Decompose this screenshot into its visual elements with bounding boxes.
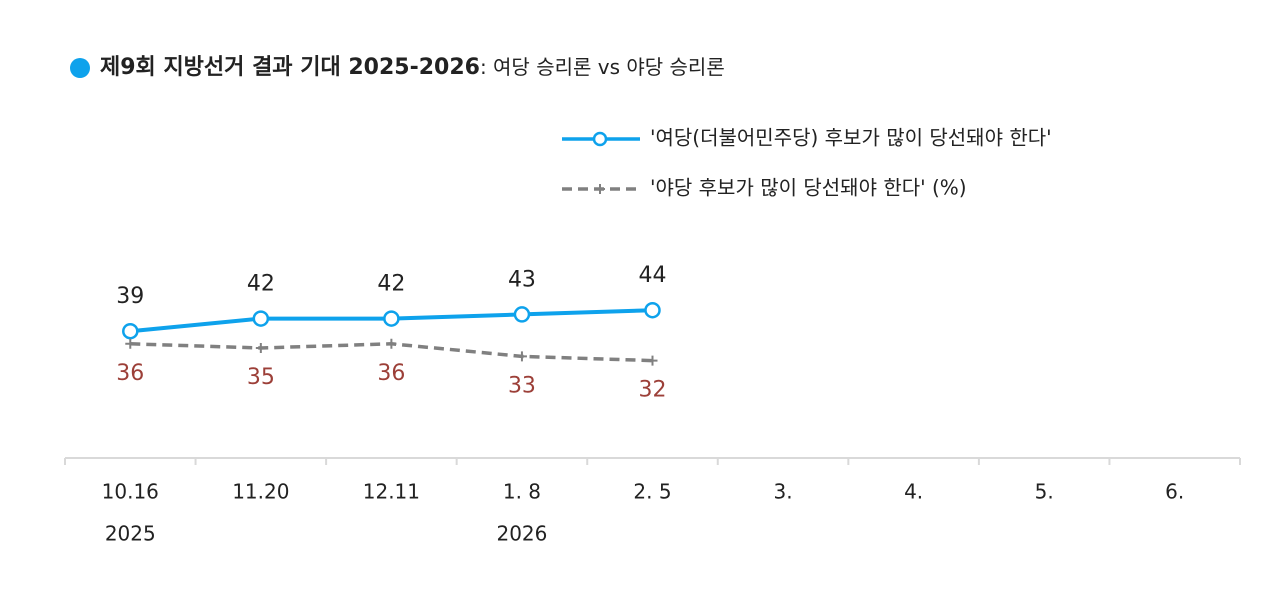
- data-label: 42: [247, 272, 275, 297]
- point-marker: [516, 351, 527, 362]
- point-marker: [644, 301, 661, 319]
- chart-heading: 제9회 지방선거 결과 기대 2025-2026: 여당 승리론 vs 야당 승…: [100, 55, 725, 81]
- x-tick-label: 1. 8: [503, 480, 541, 504]
- point-marker: [647, 355, 658, 366]
- x-year-label: 2026: [496, 522, 547, 546]
- point-marker: [386, 338, 397, 349]
- point-marker: [513, 306, 531, 323]
- data-label: 32: [639, 378, 667, 403]
- point-marker: [383, 310, 400, 327]
- data-label: 44: [639, 263, 667, 288]
- x-year-label: 2025: [105, 522, 156, 546]
- legend-marker: [595, 184, 605, 194]
- data-label: 42: [377, 272, 405, 297]
- data-label: 36: [116, 361, 144, 386]
- legend-label: '여당(더불어민주당) 후보가 많이 당선돼야 한다': [650, 126, 1052, 150]
- x-tick-label: 2. 5: [633, 480, 671, 504]
- data-label: 36: [377, 361, 405, 386]
- x-tick-label: 3.: [774, 480, 793, 504]
- chart-subtitle: : 여당 승리론 vs 야당 승리론: [480, 55, 725, 79]
- x-tick-label: 10.16: [102, 480, 159, 504]
- data-label: 33: [508, 373, 536, 398]
- point-marker: [125, 338, 136, 349]
- x-tick-label: 11.20: [232, 480, 289, 504]
- x-tick-label: 12.11: [363, 480, 420, 504]
- title-bullet: [70, 58, 90, 78]
- data-label: 35: [247, 365, 275, 390]
- x-tick-label: 4.: [904, 480, 923, 504]
- legend-label: '야당 후보가 많이 당선돼야 한다' (%): [650, 176, 967, 200]
- data-label: 43: [508, 267, 536, 292]
- chart-title: 제9회 지방선거 결과 기대 2025-2026: [100, 55, 480, 80]
- x-tick-label: 5.: [1035, 480, 1054, 504]
- point-marker: [252, 310, 270, 327]
- point-marker: [122, 322, 139, 340]
- data-label: 39: [116, 284, 144, 309]
- legend-marker: [592, 131, 608, 147]
- x-tick-label: 6.: [1165, 480, 1184, 504]
- point-marker: [255, 343, 266, 353]
